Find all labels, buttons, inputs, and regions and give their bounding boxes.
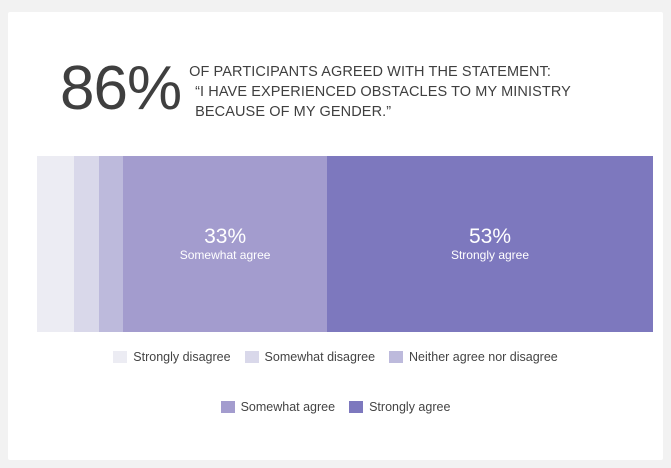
- legend-row-1: Strongly disagree Somewhat disagree Neithe…: [0, 350, 671, 364]
- data-label: 33% Somewhat agree: [123, 225, 327, 263]
- legend-swatch: [349, 401, 364, 413]
- data-label-name: Strongly agree: [450, 248, 530, 262]
- legend-item: Neither agree nor disagree: [389, 350, 558, 364]
- headline-percent: 86%: [60, 54, 182, 123]
- legend-item: Strongly agree: [349, 400, 450, 414]
- legend-item: Somewhat disagree: [244, 350, 376, 364]
- legend-label: Somewhat disagree: [264, 350, 376, 364]
- bar-segment-strongly-agree: 53% Strongly agree: [326, 156, 653, 332]
- legend-label: Neither agree nor disagree: [409, 350, 558, 364]
- data-label-percent: 33%: [204, 225, 247, 248]
- headline-statement: OF PARTICIPANTS AGREED WITH THE STATEMEN…: [189, 62, 571, 122]
- legend-label: Strongly agree: [369, 400, 451, 414]
- legend-swatch: [389, 351, 404, 363]
- legend-label: Strongly disagree: [133, 350, 231, 364]
- legend-swatch: [244, 351, 259, 363]
- bar-segment-somewhat-disagree: [73, 156, 100, 332]
- legend-item: Somewhat agree: [220, 400, 336, 414]
- data-label: 53% Strongly agree: [327, 225, 653, 263]
- legend-swatch: [220, 401, 235, 413]
- legend-label: Somewhat agree: [240, 400, 336, 414]
- legend-item: Strongly disagree: [113, 350, 231, 364]
- statement-line-1: OF PARTICIPANTS AGREED WITH THE STATEMEN…: [189, 64, 551, 80]
- bar-segment-somewhat-agree: 33% Somewhat agree: [123, 156, 327, 332]
- data-label-percent: 53%: [468, 225, 512, 248]
- bar-segment-neither-agree-nor-disagree: [98, 156, 124, 332]
- legend-row-2: Somewhat agree Strongly agree: [0, 400, 671, 414]
- stacked-bar: 33% Somewhat agree 53% Strongly agree: [37, 156, 653, 332]
- statement-line-2: “I HAVE EXPERIENCED OBSTACLES TO MY MINI…: [195, 84, 571, 100]
- headline: 86% OF PARTICIPANTS AGREED WITH THE STAT…: [60, 58, 571, 122]
- data-label-name: Somewhat agree: [179, 248, 271, 262]
- bar-segment-strongly-disagree: [37, 156, 75, 332]
- statement-line-3: BECAUSE OF MY GENDER.”: [195, 104, 392, 120]
- legend-swatch: [113, 351, 128, 363]
